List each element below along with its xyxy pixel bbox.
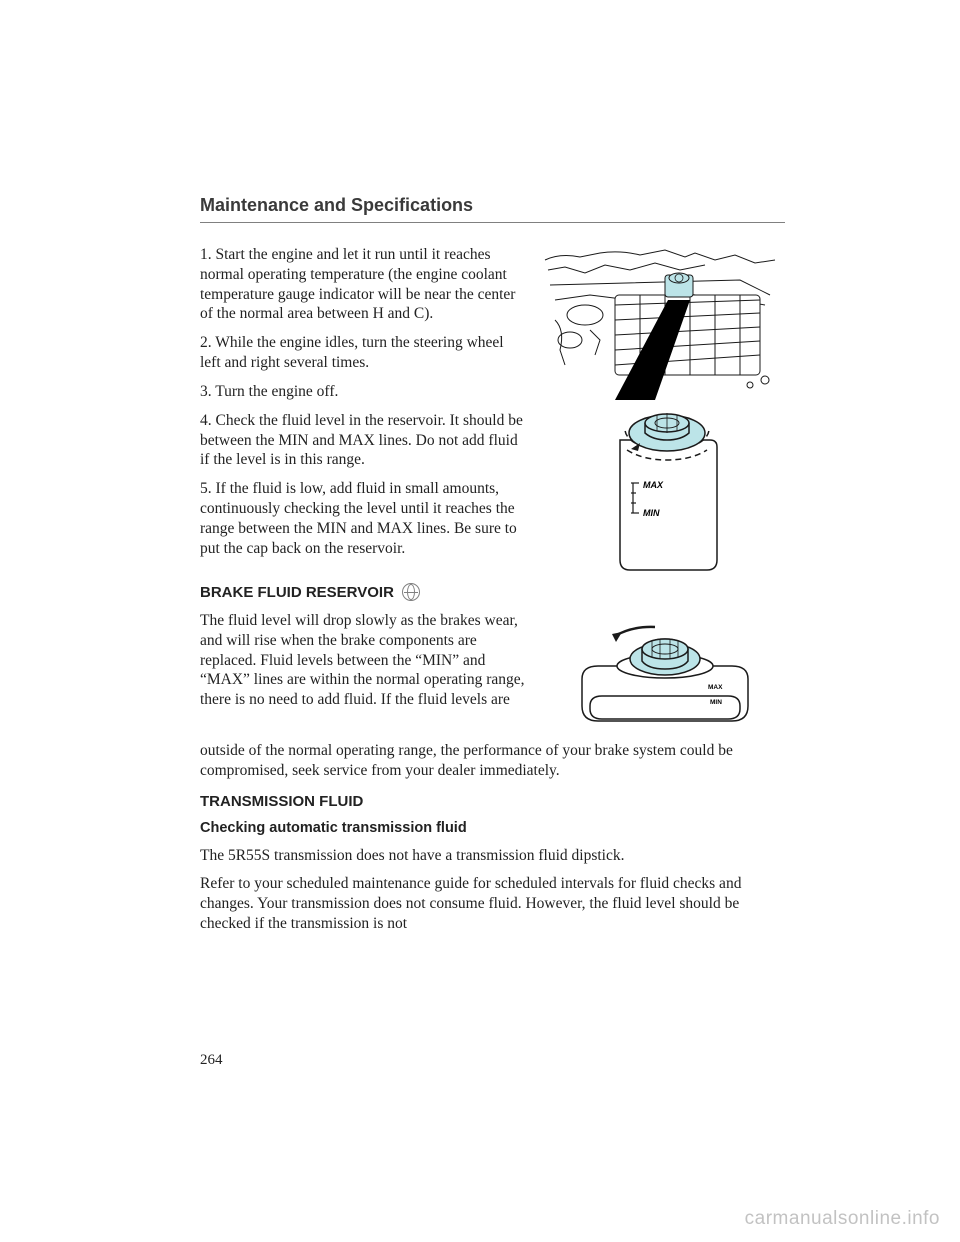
brake-text-column: The fluid level will drop slowly as the … [200,611,525,741]
web-icon [402,583,420,601]
step-2: 2. While the engine idles, turn the stee… [200,333,525,373]
brake-text-wide: outside of the normal operating range, t… [200,741,785,781]
engine-bay-diagram [540,245,780,400]
transmission-p1: The 5R55S transmission does not have a t… [200,846,785,866]
step-5: 5. If the fluid is low, add fluid in sma… [200,479,525,558]
max-label: MAX [643,480,664,490]
brake-fluid-header-text: BRAKE FLUID RESERVOIR [200,584,394,601]
page-number: 264 [200,1052,223,1069]
brake-reservoir-diagram: MAX MIN [560,611,770,741]
step-4: 4. Check the fluid level in the reservoi… [200,411,525,470]
section-header: Maintenance and Specifications [200,195,785,223]
brake-fluid-header: BRAKE FLUID RESERVOIR [200,583,785,601]
brake-row: The fluid level will drop slowly as the … [200,611,785,741]
step-1: 1. Start the engine and let it run until… [200,245,525,324]
power-steering-reservoir-diagram: MAX MIN [595,405,735,575]
brake-diagram-column: MAX MIN [540,611,785,741]
min-label: MIN [643,508,660,518]
transmission-header: TRANSMISSION FLUID [200,793,785,810]
steps-text-column: 1. Start the engine and let it run until… [200,245,525,575]
diagrams-column: MAX MIN [540,245,785,575]
steps-row: 1. Start the engine and let it run until… [200,245,785,575]
brake-text-narrow: The fluid level will drop slowly as the … [200,611,525,710]
watermark: carmanualsonline.info [745,1208,940,1230]
brake-min-label: MIN [710,699,722,706]
transmission-text: The 5R55S transmission does not have a t… [200,846,785,934]
brake-max-label: MAX [708,684,723,691]
brake-text-wide-container: outside of the normal operating range, t… [200,741,785,781]
step-3: 3. Turn the engine off. [200,382,525,402]
transmission-p2: Refer to your scheduled maintenance guid… [200,874,785,933]
transmission-subheader: Checking automatic transmission fluid [200,820,785,836]
